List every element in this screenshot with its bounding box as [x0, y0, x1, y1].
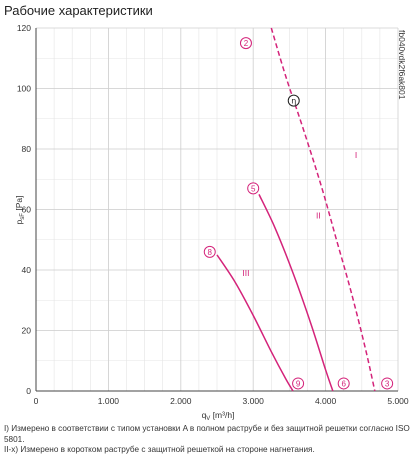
x-axis-subscript: V: [206, 416, 210, 422]
series-label: III: [242, 268, 249, 278]
efficiency-marker-circle: [287, 94, 300, 107]
y-tick-label: 120: [17, 23, 31, 33]
point-marker-circle: [239, 37, 252, 50]
point-marker-label: 6: [341, 379, 346, 388]
y-tick-label: 40: [22, 265, 32, 275]
y-axis-title: psF [Pa]: [14, 196, 26, 225]
y-axis-unit: [Pa]: [14, 196, 24, 211]
point-marker: 6: [337, 377, 350, 390]
x-tick-label: 4.000: [315, 396, 337, 406]
efficiency-marker-label: η: [291, 97, 296, 106]
x-tick-label: 5.000: [387, 396, 409, 406]
point-marker-circle: [292, 377, 305, 390]
point-marker-circle: [203, 245, 216, 258]
point-marker: 9: [292, 377, 305, 390]
x-axis-label: q: [202, 410, 207, 420]
point-marker: 3: [381, 377, 394, 390]
x-tick-label: 0: [34, 396, 39, 406]
point-marker: 5: [247, 182, 260, 195]
x-tick-label: 1.000: [98, 396, 120, 406]
point-marker-circle: [381, 377, 394, 390]
x-tick-label: 2.000: [170, 396, 192, 406]
x-axis-title: qV [m³/h]: [202, 410, 235, 422]
side-code: fb040vdk2f6ak801: [397, 30, 407, 100]
y-tick-label: 100: [17, 84, 31, 94]
y-tick-label: 60: [22, 205, 32, 215]
series-curve-II: [258, 194, 334, 392]
point-marker-circle: [337, 377, 350, 390]
point-marker: 2: [239, 37, 252, 50]
footnotes: I) Измерено в соответствии с типом устан…: [4, 424, 410, 456]
y-axis-label: p: [14, 219, 24, 224]
y-tick-label: 0: [26, 386, 31, 396]
x-tick-label: 3.000: [243, 396, 265, 406]
chart-grid: [35, 27, 399, 392]
series-label: I: [355, 150, 357, 160]
series-curve-I: [270, 27, 376, 392]
x-axis-unit: [m³/h]: [213, 410, 235, 420]
y-tick-label: 80: [22, 144, 32, 154]
point-marker: 8: [203, 245, 216, 258]
point-marker-label: 5: [251, 184, 256, 193]
footnote-1: I) Измерено в соответствии с типом устан…: [4, 424, 410, 444]
efficiency-marker: η: [287, 94, 300, 107]
chart-curves: [216, 27, 376, 392]
point-marker-label: 2: [244, 39, 249, 48]
footnote-2: II-x) Измерено в коротком раструбе с защ…: [4, 445, 315, 455]
chart-axes: 0 1.000 2.000 3.000 4.000 5.000 0 20 40 60 80 100 12…: [17, 23, 409, 406]
series-curve-III: [216, 254, 294, 392]
y-axis-subscript: sF: [20, 213, 26, 220]
point-marker-circle: [247, 182, 260, 195]
point-marker-label: 8: [208, 248, 213, 257]
y-tick-label: 20: [22, 326, 32, 336]
page-title: Рабочие характеристики: [4, 3, 153, 18]
series-label: II: [316, 211, 321, 221]
point-marker-label: 3: [385, 379, 390, 388]
point-marker-label: 9: [296, 379, 301, 388]
